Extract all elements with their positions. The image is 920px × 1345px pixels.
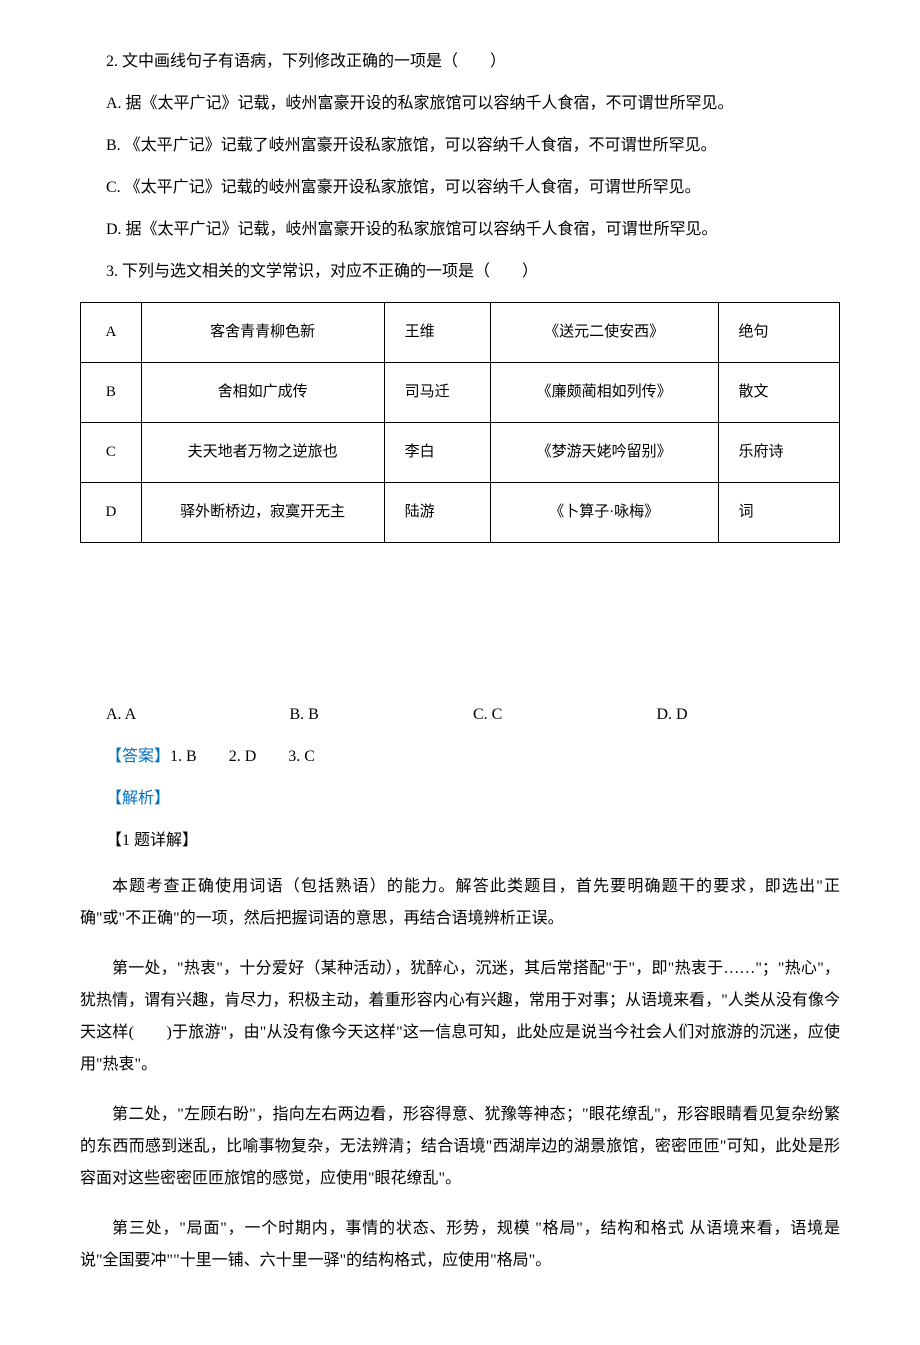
question-2-option-b: B. 《太平广记》记载了岐州富豪开设私家旅馆，可以容纳千人食宿，不可谓世所罕见。 [80,134,840,158]
cell-title: 《送元二使安西》 [490,303,718,363]
cell-verse: 舍相如广成传 [141,363,384,423]
cell-letter: C [81,423,142,483]
cell-genre: 散文 [718,363,839,423]
question-3-option-b: B. B [290,703,474,727]
cell-genre: 乐府诗 [718,423,839,483]
analysis-paragraph-2: 第一处，"热衷"，十分爱好（某种活动），犹醉心，沉迷，其后常搭配"于"，即"热衷… [80,953,840,1081]
answer-label: 【答案】 [106,748,170,765]
cell-author: 李白 [384,423,490,483]
question-2-stem: 2. 文中画线句子有语病，下列修改正确的一项是（ ） [80,50,840,74]
table-row: C 夫天地者万物之逆旅也 李白 《梦游天姥吟留别》 乐府诗 [81,423,840,483]
sub-question-1-heading: 【1 题详解】 [80,829,840,853]
question-3-option-c: C. C [473,703,657,727]
cell-author: 司马迁 [384,363,490,423]
question-3-option-a: A. A [106,703,290,727]
question-2-option-a: A. 据《太平广记》记载，岐州富豪开设的私家旅馆可以容纳千人食宿，不可谓世所罕见… [80,92,840,116]
cell-title: 《廉颇蔺相如列传》 [490,363,718,423]
question-3-stem: 3. 下列与选文相关的文学常识，对应不正确的一项是（ ） [80,260,840,284]
question-3-options-row: A. A B. B C. C D. D [80,703,840,727]
analysis-paragraph-1: 本题考查正确使用词语（包括熟语）的能力。解答此类题目，首先要明确题干的要求，即选… [80,871,840,935]
table-row: A 客舍青青柳色新 王维 《送元二使安西》 绝句 [81,303,840,363]
cell-title: 《梦游天姥吟留别》 [490,423,718,483]
question-3-option-d: D. D [657,703,841,727]
cell-genre: 绝句 [718,303,839,363]
question-2-option-c: C. 《太平广记》记载的岐州富豪开设私家旅馆，可以容纳千人食宿，可谓世所罕见。 [80,176,840,200]
cell-author: 王维 [384,303,490,363]
literature-table: A 客舍青青柳色新 王维 《送元二使安西》 绝句 B 舍相如广成传 司马迁 《廉… [80,302,840,543]
cell-genre: 词 [718,483,839,543]
answer-values: 1. B 2. D 3. C [170,748,315,765]
analysis-paragraph-4: 第三处，"局面"，一个时期内，事情的状态、形势，规模 "格局"，结构和格式 从语… [80,1213,840,1277]
cell-letter: A [81,303,142,363]
cell-title: 《卜算子·咏梅》 [490,483,718,543]
table-row: D 驿外断桥边，寂寞开无主 陆游 《卜算子·咏梅》 词 [81,483,840,543]
cell-verse: 驿外断桥边，寂寞开无主 [141,483,384,543]
cell-verse: 夫天地者万物之逆旅也 [141,423,384,483]
cell-author: 陆游 [384,483,490,543]
analysis-label: 【解析】 [80,787,840,811]
cell-verse: 客舍青青柳色新 [141,303,384,363]
analysis-paragraph-3: 第二处，"左顾右盼"，指向左右两边看，形容得意、犹豫等神态；"眼花缭乱"，形容眼… [80,1099,840,1195]
answer-line: 【答案】1. B 2. D 3. C [80,745,840,769]
question-2-option-d: D. 据《太平广记》记载，岐州富豪开设的私家旅馆可以容纳千人食宿，可谓世所罕见。 [80,218,840,242]
table-row: B 舍相如广成传 司马迁 《廉颇蔺相如列传》 散文 [81,363,840,423]
cell-letter: B [81,363,142,423]
cell-letter: D [81,483,142,543]
